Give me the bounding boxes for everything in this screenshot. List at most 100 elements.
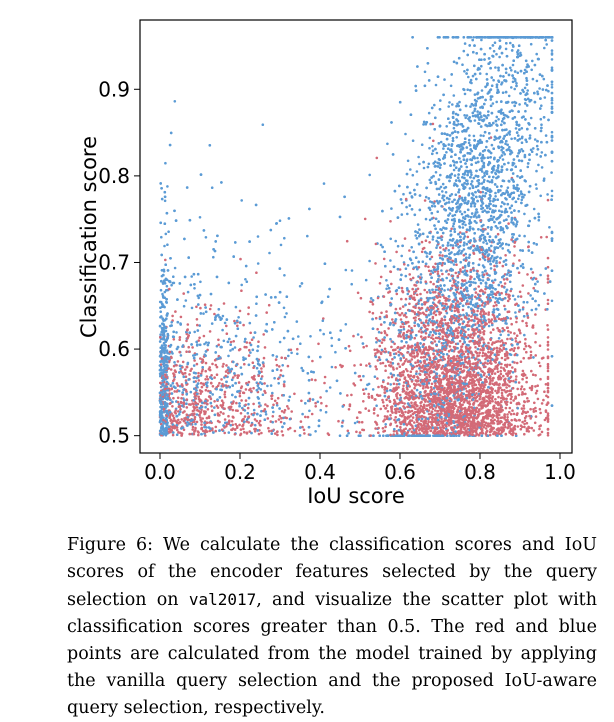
point-red	[360, 420, 364, 424]
point-red	[181, 372, 185, 376]
point-blue	[181, 345, 184, 348]
point-blue	[432, 386, 436, 390]
point-red	[249, 424, 253, 427]
point-blue	[278, 290, 282, 294]
point-blue	[490, 95, 494, 98]
point-red	[461, 266, 465, 269]
point-blue	[426, 165, 430, 169]
point-blue	[250, 431, 253, 435]
point-red	[546, 434, 550, 437]
point-red	[213, 376, 216, 379]
point-blue	[540, 151, 544, 154]
point-blue	[193, 283, 196, 286]
point-blue	[325, 389, 328, 393]
point-blue	[495, 83, 499, 86]
point-blue	[529, 116, 533, 120]
point-blue	[531, 297, 534, 301]
point-blue	[479, 281, 483, 285]
point-red	[515, 402, 519, 405]
point-red	[257, 432, 261, 436]
point-blue	[195, 389, 198, 392]
point-red	[448, 345, 452, 348]
point-red	[464, 387, 468, 390]
point-blue	[486, 179, 490, 183]
point-red	[439, 246, 442, 249]
point-blue	[270, 432, 274, 435]
point-red	[263, 346, 267, 349]
point-red	[358, 431, 362, 434]
point-red	[501, 408, 504, 412]
point-blue	[234, 395, 237, 399]
point-red	[466, 235, 470, 239]
point-red	[534, 391, 538, 395]
point-blue	[229, 424, 232, 427]
point-red	[208, 307, 212, 311]
point-blue	[229, 343, 232, 347]
point-blue	[546, 193, 549, 196]
point-blue	[447, 249, 451, 252]
point-red	[433, 340, 437, 343]
point-blue	[506, 186, 510, 189]
point-blue	[283, 236, 286, 240]
point-blue	[283, 274, 286, 277]
point-red	[199, 392, 202, 395]
point-blue	[410, 208, 414, 211]
point-blue	[233, 321, 237, 325]
point-blue	[483, 305, 486, 308]
point-red	[507, 330, 510, 333]
point-blue	[415, 183, 419, 186]
point-red	[431, 317, 435, 320]
point-red	[546, 198, 550, 202]
point-blue	[453, 130, 457, 133]
point-blue	[271, 391, 274, 395]
point-blue	[504, 207, 508, 211]
point-blue	[247, 363, 251, 367]
point-blue	[463, 42, 467, 45]
point-red	[238, 392, 242, 395]
point-red	[238, 423, 241, 427]
point-red	[368, 310, 371, 314]
point-blue	[247, 402, 250, 406]
point-blue	[452, 263, 456, 266]
point-blue	[452, 168, 456, 172]
point-red	[429, 429, 432, 433]
point-blue	[164, 263, 167, 267]
point-blue	[394, 318, 398, 321]
point-red	[506, 326, 510, 330]
point-red	[464, 379, 467, 382]
point-blue	[480, 207, 483, 210]
point-red	[500, 391, 504, 395]
point-blue	[448, 279, 452, 283]
point-red	[500, 349, 504, 352]
point-red	[513, 254, 516, 257]
point-blue	[295, 320, 299, 323]
point-blue	[463, 241, 466, 244]
point-blue	[478, 72, 482, 75]
point-red	[456, 331, 460, 335]
point-red	[476, 309, 479, 313]
point-red	[200, 423, 203, 426]
point-red	[500, 400, 503, 404]
point-blue	[469, 169, 472, 172]
point-red	[278, 365, 281, 368]
point-blue	[356, 333, 360, 336]
point-red	[394, 321, 397, 325]
point-blue	[215, 275, 219, 279]
point-blue	[526, 301, 529, 304]
point-red	[389, 414, 392, 417]
point-blue	[401, 244, 404, 248]
point-blue	[439, 251, 442, 254]
point-red	[242, 391, 246, 395]
point-blue	[526, 165, 530, 169]
point-blue	[471, 192, 474, 195]
point-red	[408, 302, 411, 306]
point-red	[319, 396, 322, 399]
point-blue	[255, 302, 258, 306]
point-blue	[214, 240, 217, 243]
point-blue	[442, 353, 445, 356]
point-red	[195, 362, 199, 366]
point-red	[391, 357, 394, 361]
point-blue	[466, 299, 469, 303]
point-red	[299, 420, 303, 423]
point-blue	[479, 361, 483, 365]
